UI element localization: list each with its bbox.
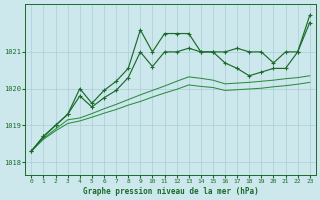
X-axis label: Graphe pression niveau de la mer (hPa): Graphe pression niveau de la mer (hPa) [83,187,259,196]
